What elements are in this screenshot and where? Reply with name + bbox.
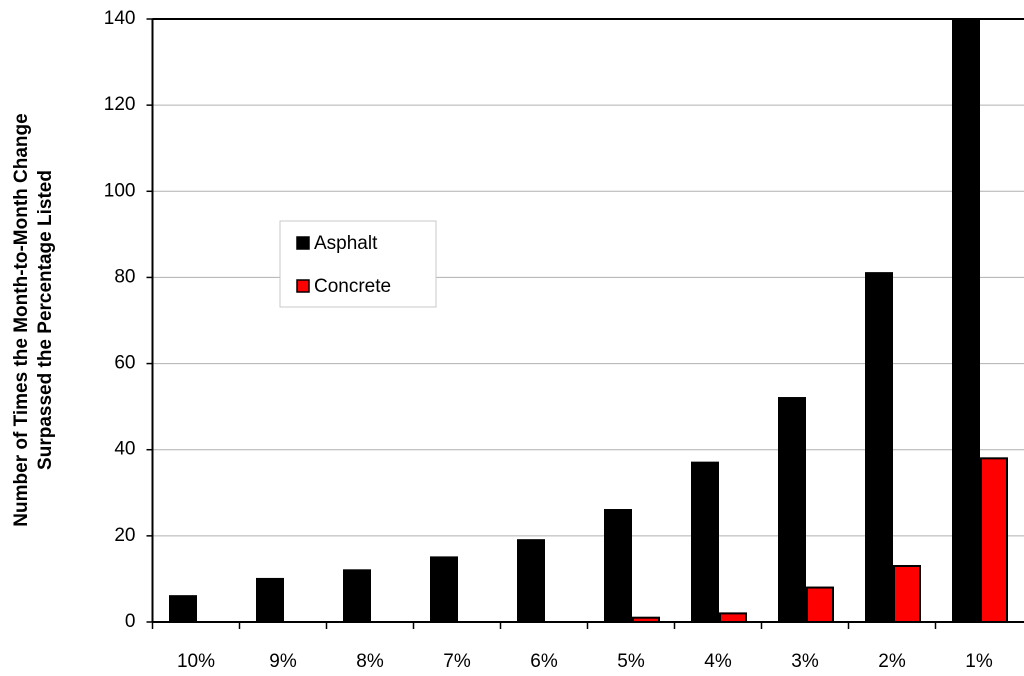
x-tick-label: 2%	[878, 651, 906, 672]
legend-swatch	[296, 236, 310, 250]
x-tick-label: 10%	[177, 651, 215, 672]
x-tick-label: 5%	[617, 651, 645, 672]
legend: Asphalt Concrete	[279, 220, 437, 308]
bar	[893, 565, 921, 623]
bar	[980, 457, 1008, 624]
bar	[952, 18, 980, 623]
y-tick-label: 60	[114, 353, 135, 374]
bar	[517, 539, 545, 624]
bar	[430, 556, 458, 624]
x-tick-label: 1%	[965, 651, 993, 672]
y-tick-label: 120	[104, 94, 136, 115]
x-tick-label: 7%	[443, 651, 471, 672]
bar	[865, 272, 893, 623]
bar	[343, 569, 371, 623]
y-tick-label: 80	[114, 266, 135, 287]
x-tick-label: 8%	[356, 651, 384, 672]
legend-swatch	[296, 279, 310, 293]
x-tick-label: 4%	[704, 651, 732, 672]
x-tick-label: 3%	[791, 651, 819, 672]
x-tick-label: 6%	[530, 651, 558, 672]
legend-label: Asphalt	[314, 233, 378, 254]
y-tick-label: 140	[104, 8, 136, 29]
y-tick-label: 40	[114, 439, 135, 460]
legend-label: Concrete	[314, 276, 391, 297]
y-axis-title: Number of Times the Month-to-Month Chang…	[11, 113, 56, 526]
y-axis-title-line: Number of Times the Month-to-Month Chang…	[11, 113, 32, 526]
y-tick-label: 0	[125, 611, 136, 632]
bar	[806, 586, 834, 623]
bar	[604, 509, 632, 623]
bar	[719, 612, 747, 624]
x-tick-label: 9%	[269, 651, 297, 672]
bar	[169, 595, 197, 624]
bar	[256, 577, 284, 624]
bar	[691, 461, 719, 623]
bar	[778, 397, 806, 623]
y-axis-title-line: Surpassed the Percentage Listed	[35, 170, 56, 470]
y-tick-label: 100	[104, 180, 136, 201]
y-tick-label: 20	[114, 525, 135, 546]
